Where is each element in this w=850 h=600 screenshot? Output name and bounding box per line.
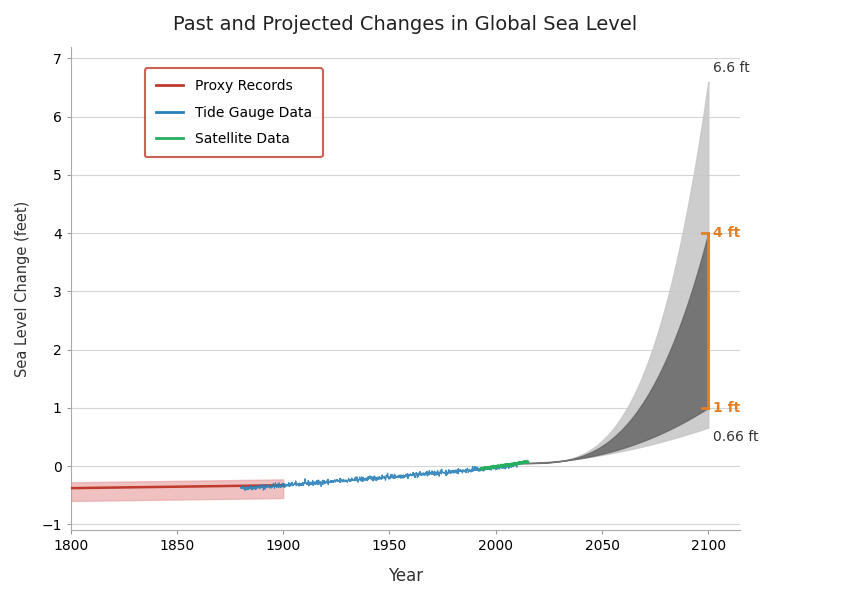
Legend: Proxy Records, Tide Gauge Data, Satellite Data: Proxy Records, Tide Gauge Data, Satellit… xyxy=(144,68,323,157)
Text: 0.66 ft: 0.66 ft xyxy=(712,430,758,445)
Text: 1 ft: 1 ft xyxy=(712,401,740,415)
Text: 6.6 ft: 6.6 ft xyxy=(712,61,750,74)
Text: 4 ft: 4 ft xyxy=(712,226,740,240)
Y-axis label: Sea Level Change (feet): Sea Level Change (feet) xyxy=(15,200,30,377)
X-axis label: Year: Year xyxy=(388,567,423,585)
Title: Past and Projected Changes in Global Sea Level: Past and Projected Changes in Global Sea… xyxy=(173,15,638,34)
